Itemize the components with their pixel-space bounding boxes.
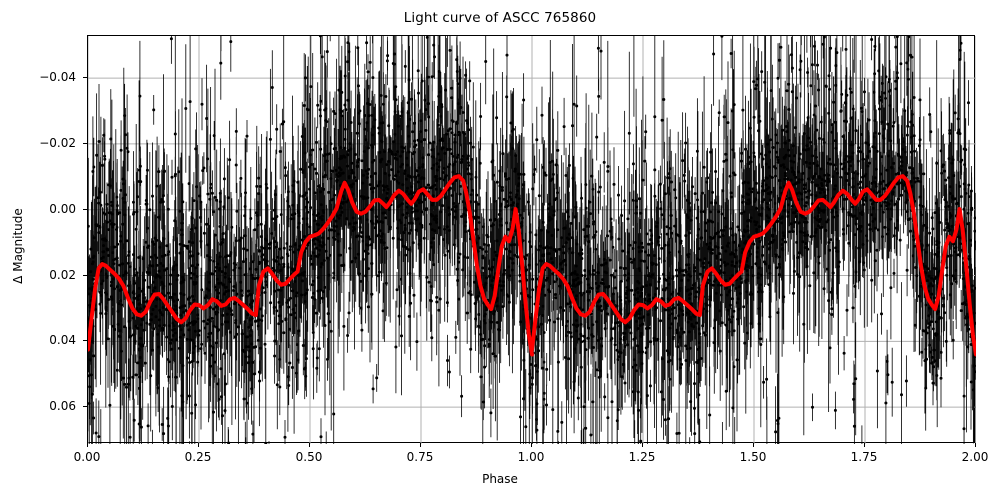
y-tick-mark [83,208,87,210]
y-tick-mark [83,340,87,342]
x-tick-mark [531,443,533,447]
x-axis-label: Phase [482,472,518,486]
y-tick-mark [83,274,87,276]
x-tick-label: 0.50 [295,450,323,464]
x-tick-label: 0.00 [73,450,101,464]
x-tick-label: 1.50 [739,450,767,464]
x-tick-label: 1.25 [628,450,656,464]
y-tick-label: 0.06 [49,399,76,414]
x-tick-mark [642,443,644,447]
x-tick-label: 1.75 [850,450,878,464]
scatter-layer [88,36,976,444]
x-tick-mark [420,443,422,447]
x-tick-label: 2.00 [961,450,989,464]
x-tick-mark [87,443,89,447]
y-tick-label: −0.02 [39,135,76,150]
x-tick-mark [753,443,755,447]
y-axis-label: Δ Magnitude [11,208,25,284]
y-tick-label: −0.04 [39,70,76,85]
chart-title: Light curve of ASCC 765860 [403,10,597,26]
x-tick-label: 0.25 [184,450,212,464]
x-tick-mark [975,443,977,447]
x-tick-label: 1.00 [517,450,545,464]
y-tick-label: 0.00 [49,201,76,216]
plot-area [87,35,976,444]
y-tick-mark [83,142,87,145]
x-tick-mark [864,443,866,447]
x-tick-mark [198,443,200,447]
y-tick-label: 0.04 [49,333,76,348]
y-tick-mark [83,406,87,408]
binned-curve-layer [88,174,976,357]
x-tick-mark [309,443,311,447]
y-tick-mark [83,77,87,79]
x-tick-label: 0.75 [406,450,434,464]
plot-canvas [88,36,976,444]
y-tick-label: 0.02 [49,267,76,282]
